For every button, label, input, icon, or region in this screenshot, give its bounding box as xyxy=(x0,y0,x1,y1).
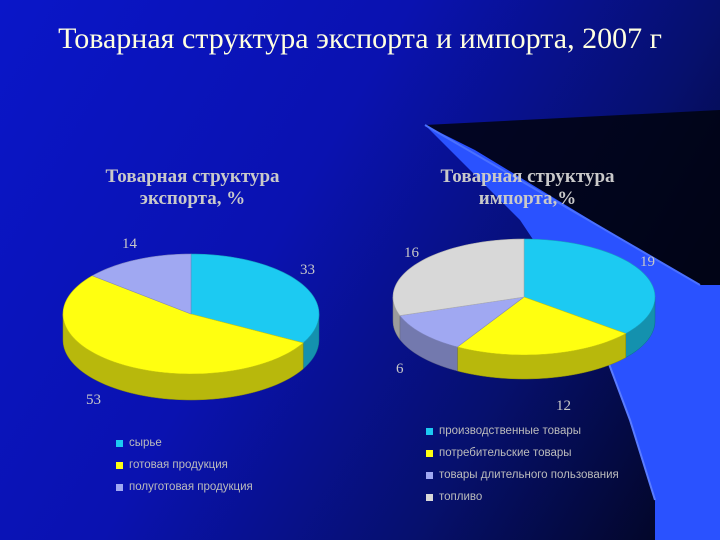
import-pie-slice-1 xyxy=(456,296,627,356)
legend-label: сырье xyxy=(129,437,162,449)
legend-label: готовая продукция xyxy=(129,459,228,471)
slide-title: Товарная структура экспорта и импорта, 2… xyxy=(58,22,662,55)
export-label-gotovaya: 53 xyxy=(86,392,101,408)
legend-swatch xyxy=(426,493,433,501)
legend-item: сырье xyxy=(116,432,253,454)
legend-swatch xyxy=(426,449,433,457)
export-label-syrye: 33 xyxy=(300,262,315,278)
legend-label: товары длительного пользования xyxy=(439,469,619,481)
legend-item: потребительские товары xyxy=(426,442,619,464)
legend-label: потребительские товары xyxy=(439,447,572,459)
export-pie-slice-2 xyxy=(91,253,192,315)
import-pie-slice-0 xyxy=(523,238,656,334)
export-chart-title: Товарная структура экспорта, % xyxy=(105,166,280,209)
legend-item: топливо xyxy=(426,486,619,508)
import-label-dlitelnogo: 6 xyxy=(396,361,404,377)
export-legend: сырье готовая продукция полуготовая прод… xyxy=(116,432,253,498)
legend-item: готовая продукция xyxy=(116,454,253,476)
legend-swatch xyxy=(116,439,123,447)
export-pie-slice-1 xyxy=(62,275,304,375)
import-pie xyxy=(392,238,656,380)
black-diagonal-band xyxy=(425,110,720,285)
legend-swatch xyxy=(116,483,123,491)
export-pie-slice-0 xyxy=(190,253,320,344)
import-pie-slice-3 xyxy=(392,238,525,316)
legend-item: товары длительного пользования xyxy=(426,464,619,486)
import-label-toplivo: 16 xyxy=(404,245,419,261)
export-label-polugotovaya: 14 xyxy=(122,236,137,252)
legend-swatch xyxy=(116,461,123,469)
import-chart-title: Товарная структура импорта,% xyxy=(440,166,615,209)
legend-label: производственные товары xyxy=(439,425,582,437)
legend-item: производственные товары xyxy=(426,420,619,442)
panel-edge-stripe xyxy=(599,339,656,501)
import-label-proizvodstvennye: 19 xyxy=(640,254,655,270)
import-label-potrebitelskie: 12 xyxy=(556,398,571,414)
import-legend: производственные товары потребительские … xyxy=(426,420,619,508)
export-pie xyxy=(62,253,320,401)
blue-accent-panel xyxy=(425,125,720,540)
highlight-stripe xyxy=(424,124,701,286)
legend-item: полуготовая продукция xyxy=(116,476,253,498)
legend-label: топливо xyxy=(439,491,483,503)
legend-swatch xyxy=(426,471,433,479)
legend-swatch xyxy=(426,427,433,435)
import-pie-slice-2 xyxy=(399,296,525,348)
legend-label: полуготовая продукция xyxy=(129,481,253,493)
